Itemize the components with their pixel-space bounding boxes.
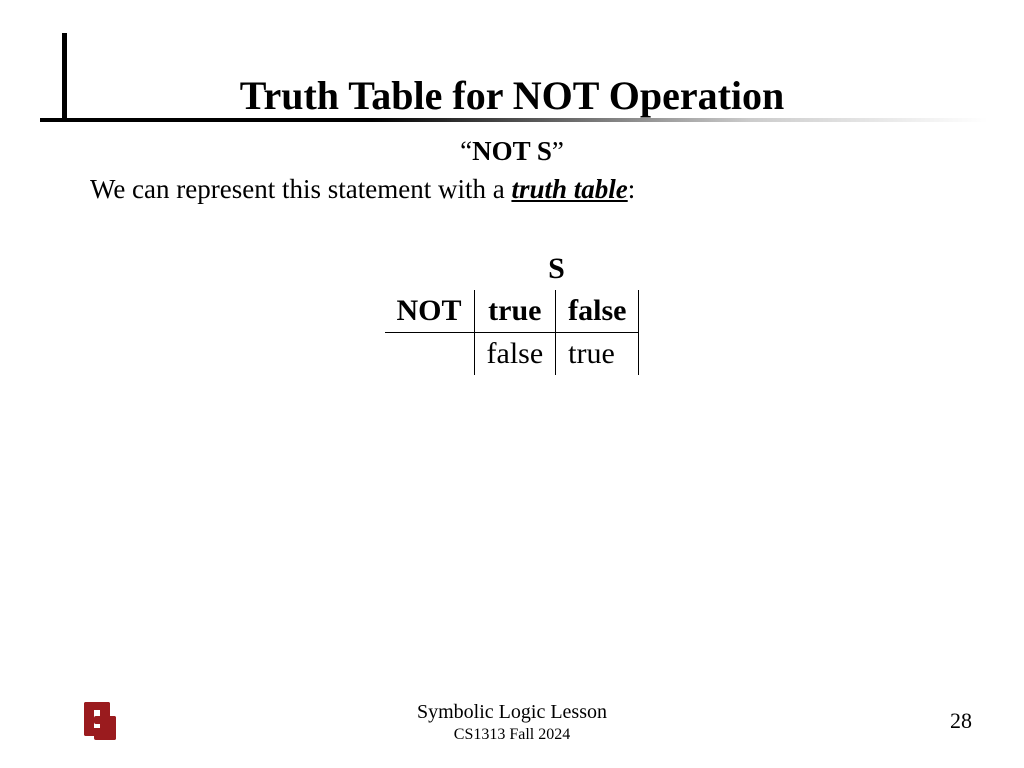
table-value-1: true: [556, 333, 639, 376]
open-quote: “: [460, 136, 472, 166]
table-col-header-1: false: [556, 290, 639, 333]
close-quote: ”: [552, 136, 564, 166]
table-col-header-0: true: [474, 290, 556, 333]
page-number: 28: [950, 708, 972, 734]
table-super-header: S: [474, 248, 639, 290]
subtitle: “NOT S”: [0, 136, 1024, 167]
table-value-0: false: [474, 333, 556, 376]
title-horizontal-rule: [40, 118, 988, 122]
intro-em: truth table: [511, 174, 627, 204]
table-empty-cell: [385, 333, 475, 376]
table-empty-cell: [385, 248, 475, 290]
slide: Truth Table for NOT Operation “NOT S” We…: [0, 0, 1024, 768]
footer-course: CS1313 Fall 2024: [0, 726, 1024, 744]
intro-prefix: We can represent this statement with a: [90, 174, 511, 204]
footer-lesson: Symbolic Logic Lesson: [0, 701, 1024, 724]
intro-suffix: :: [628, 174, 636, 204]
subtitle-text: NOT S: [472, 136, 552, 166]
truth-table: S NOT true false false true: [385, 248, 640, 375]
intro-sentence: We can represent this statement with a t…: [90, 174, 635, 205]
table-row-label: NOT: [385, 290, 475, 333]
truth-table-container: S NOT true false false true: [0, 248, 1024, 375]
slide-title: Truth Table for NOT Operation: [0, 72, 1024, 119]
